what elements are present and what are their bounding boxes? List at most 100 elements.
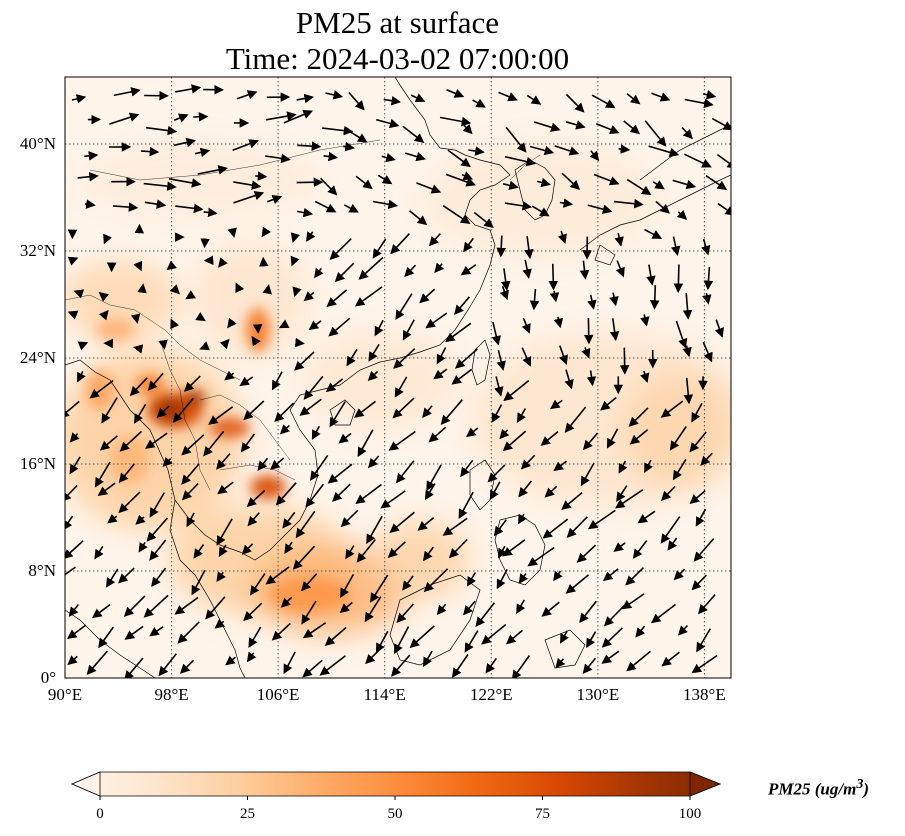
wind-arrow — [455, 348, 478, 369]
wind-arrow — [580, 462, 595, 487]
wind-arrow — [146, 125, 178, 136]
wind-arrow — [700, 452, 713, 466]
lat-label-32: 32°N — [19, 241, 56, 260]
wind-arrow — [695, 508, 707, 527]
wind-arrow — [69, 456, 81, 475]
wind-arrow — [498, 91, 518, 102]
wind-arrow — [65, 400, 80, 419]
wind-arrow — [166, 260, 177, 271]
wind-arrow — [499, 285, 509, 301]
wind-arrow — [404, 264, 417, 278]
wind-arrow — [217, 481, 234, 495]
wind-arrow — [651, 92, 671, 102]
wind-arrow — [181, 434, 205, 456]
wind-arrow — [98, 626, 114, 649]
wind-arrow — [227, 227, 237, 238]
wind-arrow — [133, 403, 147, 424]
wind-arrow — [613, 542, 626, 552]
wind-arrow — [463, 600, 476, 616]
map-title: PM25 at surface — [295, 5, 500, 40]
wind-arrow — [297, 141, 322, 151]
wind-arrow — [677, 625, 688, 636]
wind-arrow — [703, 266, 714, 291]
wind-arrow — [257, 457, 269, 471]
lon-label-114: 114°E — [363, 685, 406, 704]
wind-arrow — [496, 235, 506, 258]
wind-arrow — [518, 573, 529, 584]
wind-arrow — [364, 596, 382, 623]
wind-arrow — [614, 489, 644, 509]
wind-arrow — [367, 455, 380, 469]
wind-arrow — [481, 623, 507, 645]
wind-arrow — [338, 432, 352, 444]
wind-arrow — [366, 515, 383, 545]
wind-arrow — [502, 430, 527, 452]
wind-arrow — [274, 402, 295, 423]
wind-arrow — [302, 659, 323, 678]
colorbar-tick-25: 25 — [240, 806, 255, 822]
wind-arrow — [696, 628, 712, 653]
wind-arrow — [646, 264, 656, 286]
wind-arrow — [684, 98, 714, 108]
wind-arrow — [370, 574, 389, 603]
wind-arrow — [559, 198, 574, 208]
wind-arrow — [454, 296, 471, 315]
wind-arrow — [149, 539, 167, 561]
wind-arrow — [376, 118, 400, 129]
wind-arrow — [553, 570, 563, 582]
wind-arrow — [219, 338, 230, 350]
wind-arrow — [179, 659, 195, 674]
wind-arrow — [65, 540, 84, 560]
lon-label-106: 106°E — [256, 685, 300, 704]
wind-arrow — [233, 180, 262, 190]
wind-arrow — [280, 596, 293, 608]
wind-arrow — [711, 117, 731, 131]
wind-arrow — [94, 461, 111, 488]
wind-arrow — [246, 489, 266, 508]
wind-arrow — [621, 593, 645, 610]
wind-arrow — [503, 379, 530, 402]
wind-arrow — [424, 483, 436, 501]
wind-arrow — [326, 289, 348, 308]
wind-arrow — [583, 317, 594, 345]
wind-arrow — [123, 595, 146, 617]
wind-arrow — [147, 372, 164, 391]
wind-arrow — [199, 341, 210, 351]
wind-arrow — [533, 121, 561, 132]
wind-arrow — [174, 84, 202, 94]
wind-arrow — [156, 405, 170, 419]
coastline-myanmar-malaya — [65, 359, 246, 678]
wind-arrow — [193, 544, 205, 559]
wind-arrow — [303, 375, 324, 400]
wind-arrow — [380, 490, 406, 509]
wind-arrow — [135, 514, 146, 525]
wind-arrow — [586, 370, 597, 387]
wind-arrow — [524, 236, 534, 260]
wind-arrow — [703, 90, 717, 100]
wind-arrow — [553, 316, 564, 329]
wind-arrow — [375, 630, 389, 654]
wind-arrow — [565, 120, 586, 130]
wind-arrow — [582, 432, 599, 451]
wind-arrow — [124, 625, 144, 640]
wind-arrow — [472, 98, 486, 108]
wind-arrow — [496, 350, 506, 371]
wind-arrow — [714, 319, 724, 338]
wind-arrow — [381, 152, 396, 163]
wind-arrow — [303, 291, 315, 302]
wind-arrow — [689, 431, 707, 453]
wind-arrow — [216, 453, 231, 470]
wind-arrow — [518, 513, 527, 525]
wind-arrow — [185, 290, 196, 300]
wind-arrow — [98, 309, 109, 321]
wind-arrow — [451, 368, 473, 385]
wind-arrow — [306, 231, 316, 242]
wind-arrow — [629, 428, 649, 445]
wind-arrow — [143, 181, 177, 191]
wind-arrow — [218, 257, 228, 268]
wind-arrow — [205, 596, 226, 620]
wind-arrow — [660, 400, 684, 418]
wind-arrow — [77, 171, 99, 182]
wind-arrow — [247, 512, 260, 527]
colorbar — [70, 771, 722, 800]
